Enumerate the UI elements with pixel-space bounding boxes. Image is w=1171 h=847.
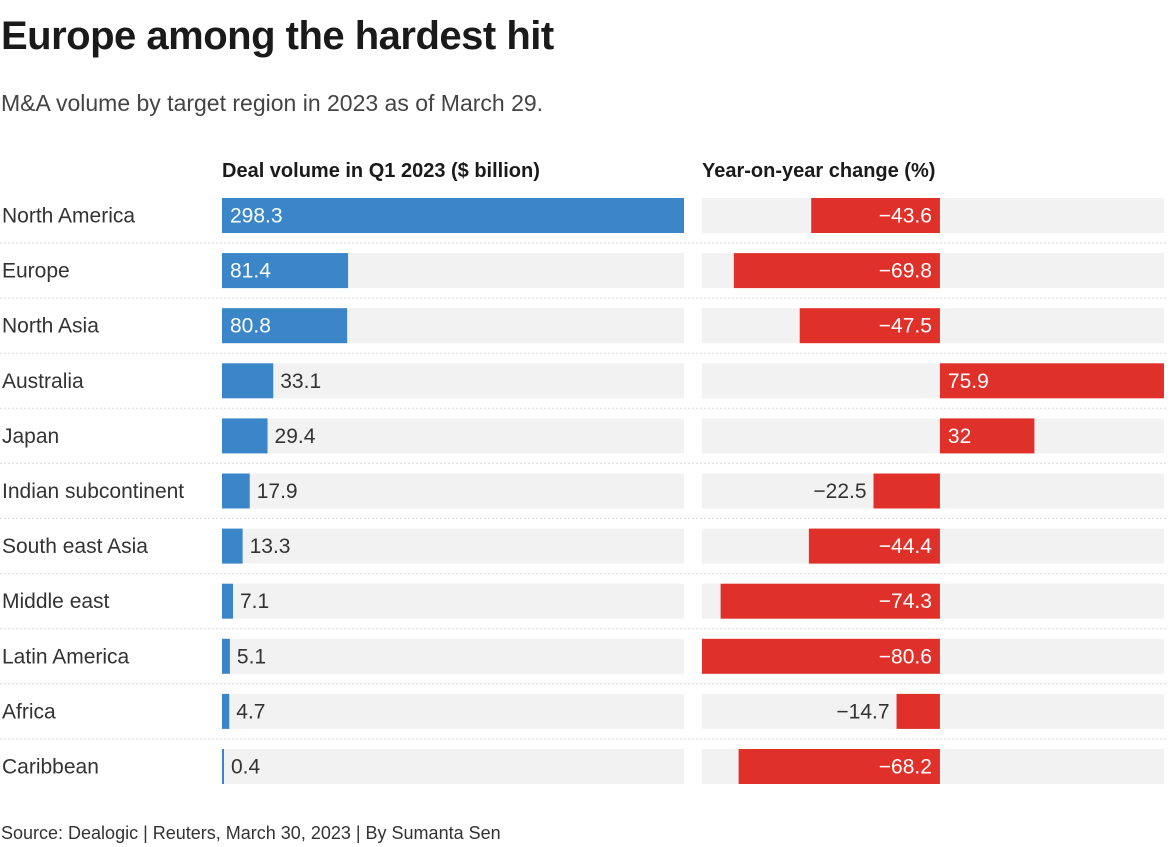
- change-value-label: −80.6: [879, 645, 932, 668]
- change-value-label: −22.5: [813, 480, 866, 503]
- volume-track: [222, 693, 684, 729]
- change-bar: [799, 308, 940, 344]
- change-bar: [939, 363, 1164, 399]
- change-bar: [808, 528, 940, 564]
- volume-value-label: 80.8: [230, 315, 271, 338]
- region-label: Middle east: [2, 590, 110, 613]
- region-label: Latin America: [2, 645, 130, 668]
- volume-value-label: 298.3: [230, 205, 283, 228]
- change-track: [702, 418, 1164, 454]
- volume-bar: [222, 363, 274, 399]
- region-label: Caribbean: [2, 756, 99, 779]
- volume-value-label: 4.7: [236, 700, 265, 723]
- volume-track: [222, 583, 684, 619]
- source-note: Source: Dealogic | Reuters, March 30, 20…: [1, 823, 501, 843]
- change-bar: [896, 693, 940, 729]
- volume-track: [222, 749, 684, 784]
- change-bar: [939, 418, 1035, 454]
- change-bar: [702, 638, 940, 674]
- change-value-label: −47.5: [879, 315, 932, 338]
- region-label: South east Asia: [2, 535, 148, 558]
- change-column-title: Year-on-year change (%): [702, 160, 936, 182]
- volume-track: [222, 638, 684, 674]
- volume-bar: [222, 308, 348, 344]
- volume-bar: [222, 473, 250, 509]
- change-value-label: −74.3: [879, 590, 932, 613]
- volume-value-label: 17.9: [257, 480, 298, 503]
- chart-subtitle: M&A volume by target region in 2023 as o…: [1, 90, 544, 116]
- volume-value-label: 13.3: [250, 535, 291, 558]
- volume-bar: [222, 749, 224, 784]
- change-value-label: −44.4: [879, 535, 932, 558]
- volume-value-label: 0.4: [231, 756, 261, 779]
- region-label: Japan: [2, 425, 59, 448]
- change-value-label: −43.6: [879, 205, 932, 228]
- volume-bar: [222, 528, 243, 564]
- region-label: Indian subcontinent: [2, 480, 184, 503]
- change-value-label: −68.2: [879, 756, 932, 779]
- volume-value-label: 29.4: [275, 425, 316, 448]
- volume-track: [222, 418, 684, 454]
- region-label: North America: [2, 205, 135, 228]
- change-bar: [738, 749, 940, 784]
- volume-bar: [222, 638, 230, 674]
- volume-bar: [222, 693, 230, 729]
- change-bar: [733, 253, 940, 289]
- volume-track: [222, 528, 684, 564]
- volume-value-label: 7.1: [240, 590, 269, 613]
- change-bar: [720, 583, 940, 619]
- change-bar: [873, 473, 940, 509]
- volume-value-label: 81.4: [230, 260, 271, 283]
- volume-bar: [222, 583, 233, 619]
- volume-track: [222, 363, 684, 399]
- region-label: Africa: [2, 700, 56, 723]
- change-bar: [811, 198, 940, 233]
- volume-value-label: 5.1: [237, 645, 266, 668]
- volume-track: [222, 473, 684, 509]
- change-value-label: −69.8: [879, 260, 932, 283]
- change-value-label: 32: [948, 425, 971, 448]
- change-value-label: −14.7: [836, 700, 889, 723]
- volume-column-title: Deal volume in Q1 2023 ($ billion): [222, 160, 540, 182]
- volume-bar: [222, 253, 349, 289]
- region-label: Australia: [2, 370, 84, 393]
- chart-title: Europe among the hardest hit: [1, 14, 554, 58]
- volume-bar: [222, 198, 684, 233]
- volume-value-label: 33.1: [280, 370, 321, 393]
- region-label: Europe: [2, 260, 70, 283]
- region-label: North Asia: [2, 315, 99, 338]
- change-value-label: 75.9: [948, 370, 989, 393]
- volume-bar: [222, 418, 268, 454]
